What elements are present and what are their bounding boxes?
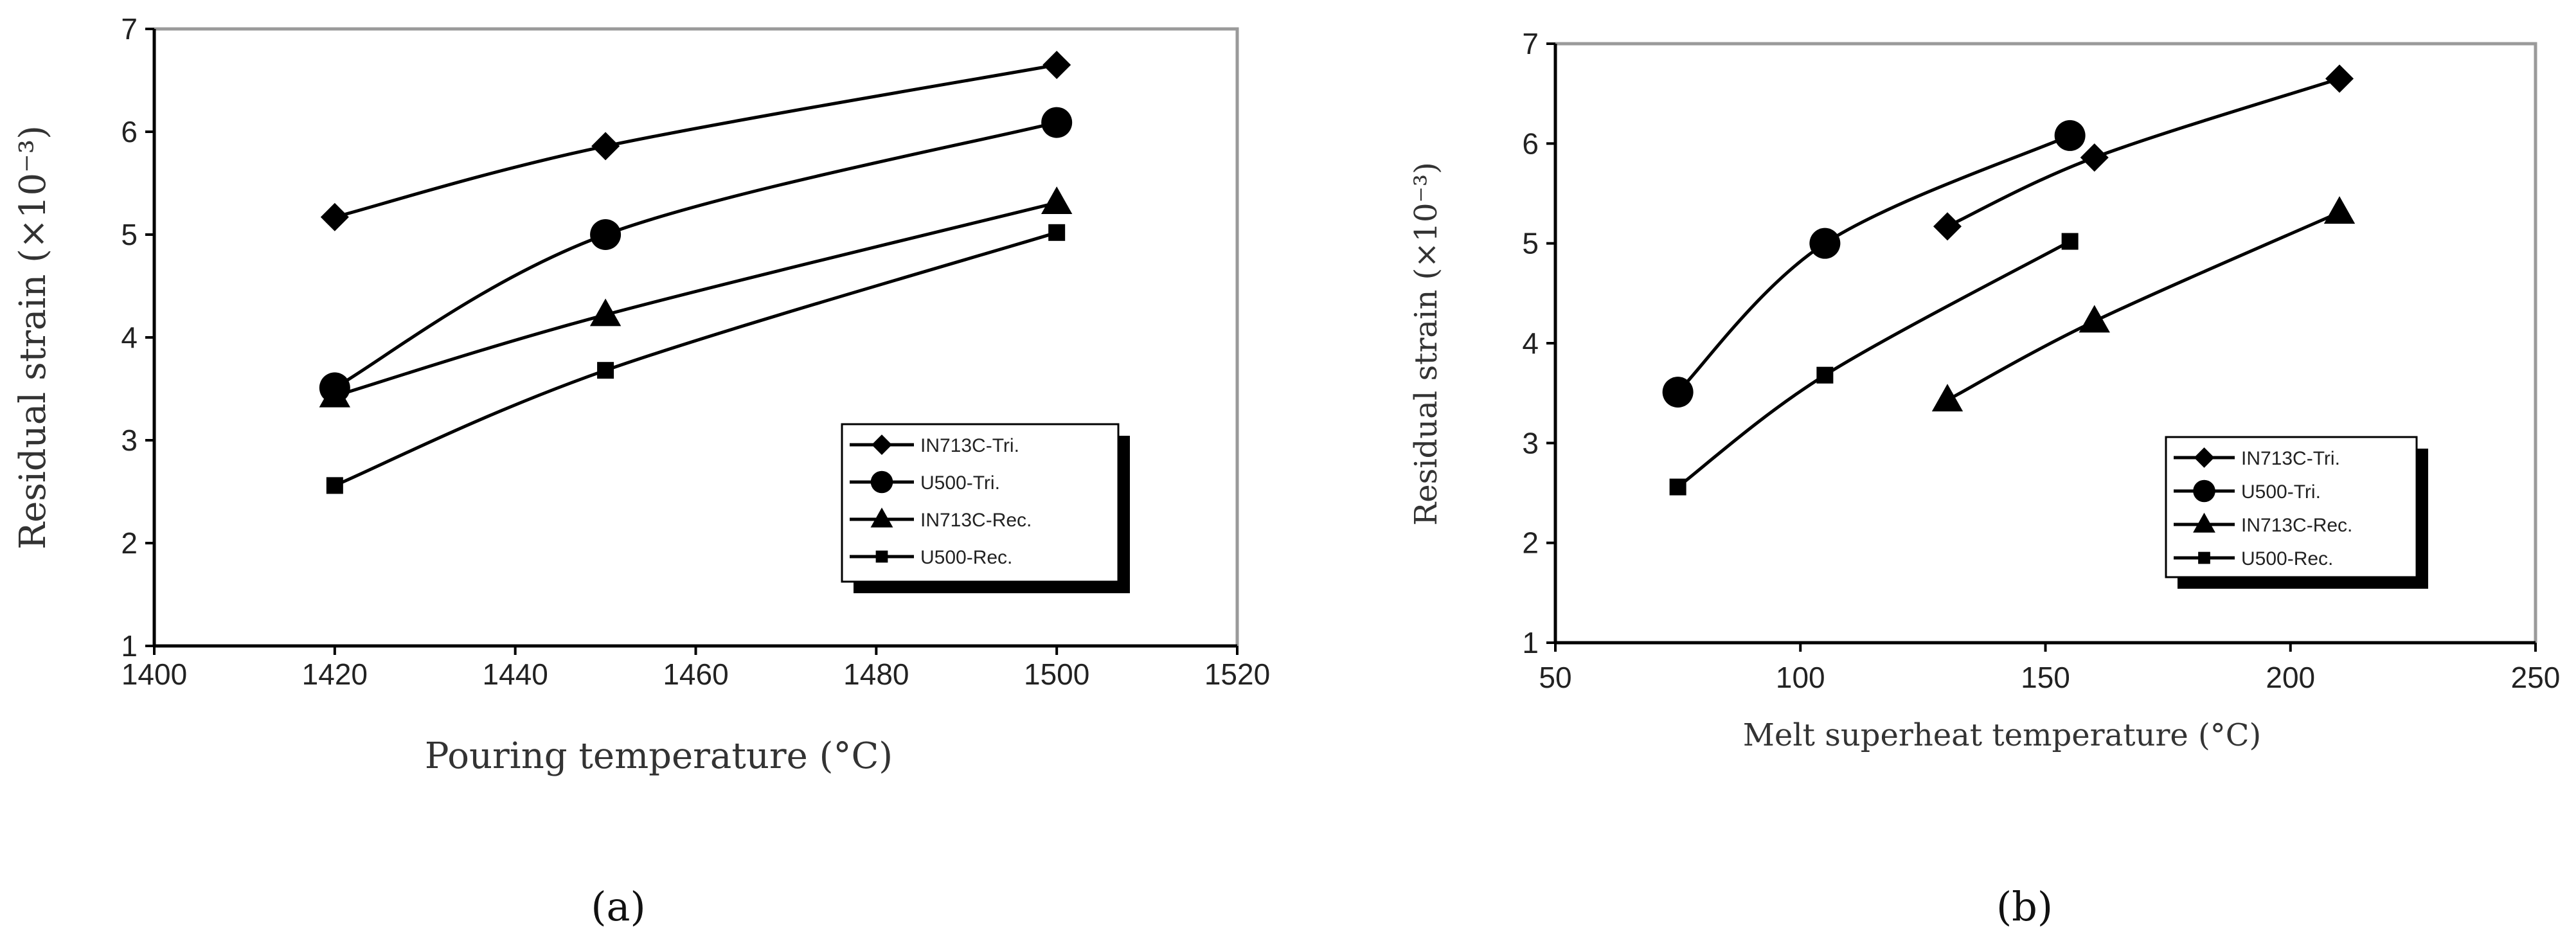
data-point-diamond (1933, 212, 1962, 241)
data-point-diamond (2080, 143, 2109, 172)
data-point-triangle (2323, 196, 2356, 224)
legend-marker-square (875, 550, 888, 563)
data-point-square (1048, 224, 1066, 241)
legend-label: U500-Rec. (920, 547, 1012, 568)
y-tick-label: 3 (121, 424, 138, 457)
data-point-square (326, 477, 343, 494)
series-line-triangle (334, 201, 1057, 398)
data-point-square (2061, 233, 2079, 250)
legend-label: U500-Tri. (920, 472, 1000, 494)
legend-label: IN713C-Tri. (920, 435, 1019, 456)
y-tick-label: 7 (1522, 27, 1539, 60)
figure-caption: (b) (1996, 883, 2053, 930)
data-point-square (1669, 478, 1686, 496)
y-tick-label: 5 (121, 218, 138, 251)
legend-label: IN713C-Rec. (920, 510, 1032, 531)
data-point-circle (1809, 228, 1841, 259)
series-line-circle (334, 121, 1057, 389)
data-point-circle (2054, 120, 2086, 151)
data-point-diamond (320, 202, 349, 231)
data-point-circle (1662, 377, 1694, 408)
data-point-triangle (1041, 186, 1073, 214)
data-point-circle (1041, 107, 1073, 138)
y-tick-label: 2 (1522, 526, 1539, 560)
x-tick-label: 1420 (302, 657, 368, 691)
y-tick-label: 2 (121, 526, 138, 560)
legend-label: U500-Rec. (2241, 548, 2333, 569)
x-tick-label: 250 (2511, 661, 2561, 694)
y-axis-label: Residual strain (×10⁻³) (12, 125, 54, 550)
plot-frame (1555, 42, 2537, 643)
series-line-triangle (1946, 211, 2341, 402)
y-tick-label: 5 (1522, 227, 1539, 260)
series-line-diamond (334, 63, 1057, 219)
data-point-triangle (589, 298, 622, 326)
data-point-circle (590, 219, 622, 250)
y-axis-label: Residual strain (×10⁻³) (1408, 162, 1444, 526)
series-line-square (1677, 240, 2071, 488)
legend-marker-circle (2193, 479, 2215, 503)
x-tick-label: 100 (1776, 661, 1825, 694)
y-tick-label: 4 (121, 321, 138, 354)
plot-frame (154, 27, 1239, 646)
data-point-triangle (2079, 305, 2110, 333)
legend-marker-triangle (870, 507, 893, 528)
y-tick-label: 4 (1522, 326, 1539, 360)
data-point-diamond (1042, 51, 1071, 79)
legend-marker-square (2198, 551, 2210, 564)
legend-label: IN713C-Tri. (2241, 448, 2340, 469)
x-tick-label: 1480 (843, 657, 909, 691)
x-tick-label: 1500 (1024, 657, 1089, 691)
x-tick-label: 150 (2021, 661, 2070, 694)
data-point-square (1816, 366, 1834, 384)
x-axis-label: Pouring temperature (°C) (425, 735, 893, 777)
chart-b: 1 2 3 4 5 6 7 50 100 150 200 250 Melt superheat temp… (1408, 27, 2560, 930)
legend-marker-diamond (872, 434, 892, 455)
legend-marker-circle (870, 470, 893, 494)
x-tick-label: 1400 (121, 657, 187, 691)
y-tick-label: 1 (1522, 626, 1539, 659)
data-point-square (597, 362, 614, 379)
data-point-triangle (1931, 384, 1963, 412)
x-tick-label: 1460 (663, 657, 728, 691)
y-tick-label: 3 (1522, 426, 1539, 460)
x-tick-label: 200 (2266, 661, 2315, 694)
y-tick-label: 7 (121, 12, 138, 46)
x-tick-label: 50 (1539, 661, 1571, 694)
legend-label: U500-Tri. (2241, 481, 2321, 503)
x-tick-label: 1520 (1204, 657, 1270, 691)
legend-marker-diamond (2194, 447, 2215, 468)
x-axis-label: Melt superheat temperature (°C) (1743, 717, 2261, 753)
legend-label: IN713C-Rec. (2241, 515, 2352, 536)
series-line-square (334, 231, 1057, 487)
y-tick-label: 6 (121, 115, 138, 148)
data-point-diamond (591, 132, 620, 161)
data-point-diamond (2325, 64, 2354, 93)
series-line-diamond (1946, 76, 2340, 228)
series-line-circle (1676, 134, 2071, 393)
y-tick-label: 1 (121, 629, 138, 663)
chart-a: 1 2 3 4 5 6 7 1400 1420 1440 1460 1480 1500 1520 Pouri… (12, 12, 1270, 930)
x-tick-label: 1440 (482, 657, 548, 691)
data-point-triangle (319, 379, 351, 407)
legend-marker-triangle (2193, 512, 2215, 533)
figure-caption: (a) (591, 883, 645, 930)
y-tick-label: 6 (1522, 127, 1539, 160)
